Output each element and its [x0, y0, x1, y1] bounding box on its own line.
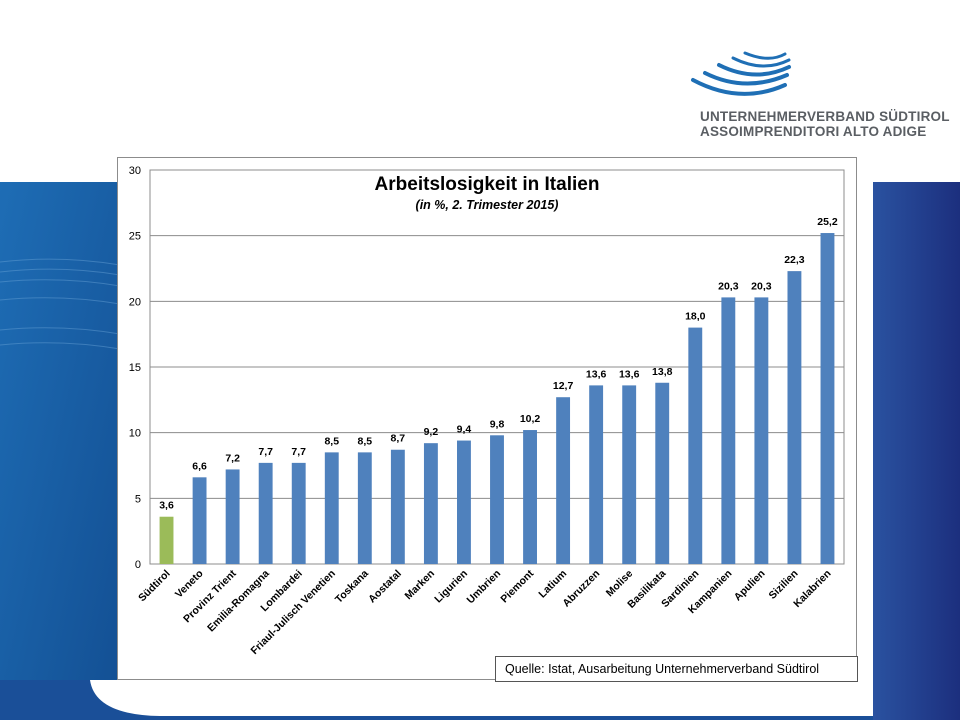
data-label: 9,8	[490, 418, 505, 430]
data-label: 9,2	[424, 426, 439, 438]
data-label: 7,7	[258, 446, 273, 458]
bar	[225, 469, 240, 564]
data-label: 20,3	[718, 280, 739, 292]
bars	[159, 233, 835, 564]
data-label: 8,5	[324, 435, 339, 447]
data-label: 3,6	[159, 500, 174, 512]
bar	[655, 382, 670, 564]
data-label: 8,7	[391, 433, 406, 445]
bar-chart: 0 5 10 15 20 25 30 3,6 6,6 7,2 7,7 7,7 8,5 8,5 8,7 9,2…	[129, 165, 845, 657]
bar	[423, 443, 438, 564]
bar	[721, 297, 736, 564]
data-label: 9,4	[457, 424, 472, 436]
chart-title: Arbeitslosigkeit in Italien	[375, 174, 600, 195]
bar	[324, 452, 339, 564]
bar	[622, 385, 637, 564]
y-axis-tick-labels: 0 5 10 15 20 25 30	[129, 165, 141, 571]
category-label: Molise	[604, 568, 636, 600]
bar	[820, 233, 835, 564]
data-label: 8,5	[358, 435, 373, 447]
data-label: 18,0	[685, 311, 706, 323]
bar	[688, 327, 703, 564]
chart-subtitle: (in %, 2. Trimester 2015)	[416, 198, 559, 212]
bar	[159, 516, 174, 564]
category-label: Veneto	[173, 568, 206, 601]
data-label: 12,7	[553, 380, 574, 392]
company-logo	[691, 51, 791, 96]
data-label: 6,6	[192, 460, 207, 472]
y-tick-label: 5	[135, 493, 141, 505]
category-label: Umbrien	[465, 568, 504, 607]
y-tick-label: 30	[129, 165, 141, 177]
white-curve	[90, 680, 875, 716]
data-label: 13,6	[619, 368, 640, 380]
bar	[390, 449, 405, 564]
source-note: Quelle: Istat, Ausarbeitung Unternehmerv…	[495, 656, 858, 682]
logo-text-line1: UNTERNEHMERVERBAND SÜDTIROL	[700, 109, 950, 124]
bar	[457, 440, 471, 564]
data-label: 13,8	[652, 366, 673, 378]
category-label: Latium	[536, 568, 569, 601]
data-label: 10,2	[520, 413, 541, 425]
data-label: 20,3	[751, 280, 772, 292]
data-label: 7,7	[291, 446, 306, 458]
bar	[490, 435, 504, 564]
bar	[556, 397, 571, 564]
left-blue-band	[0, 182, 120, 720]
bar	[357, 452, 372, 564]
bar	[291, 462, 306, 564]
data-label: 22,3	[784, 254, 805, 266]
y-tick-label: 20	[129, 296, 141, 308]
bar	[589, 385, 604, 564]
bar	[258, 462, 273, 564]
y-tick-label: 15	[129, 362, 141, 374]
y-tick-label: 25	[129, 231, 141, 243]
left-band-arcs	[0, 258, 121, 350]
category-label: Toskana	[333, 568, 371, 606]
category-label: Piemont	[498, 567, 536, 605]
category-label: Ligurien	[432, 568, 470, 606]
category-label: Apulien	[732, 568, 768, 604]
category-label: Südtirol	[136, 568, 173, 605]
logo-text-line2: ASSOIMPRENDITORI ALTO ADIGE	[700, 124, 927, 139]
data-labels: 3,6 6,6 7,2 7,7 7,7 8,5 8,5 8,7 9,2 9,4 9,8 10,2 12,…	[159, 216, 838, 512]
bar	[754, 297, 769, 564]
y-tick-label: 10	[129, 428, 141, 440]
data-label: 25,2	[817, 216, 838, 228]
bar	[192, 477, 207, 564]
right-blue-band	[873, 182, 960, 720]
data-label: 13,6	[586, 368, 607, 380]
bar	[523, 430, 537, 564]
data-label: 7,2	[225, 452, 240, 464]
y-tick-label: 0	[135, 559, 141, 571]
bar	[787, 271, 802, 564]
category-label: Aostatal	[366, 568, 404, 606]
